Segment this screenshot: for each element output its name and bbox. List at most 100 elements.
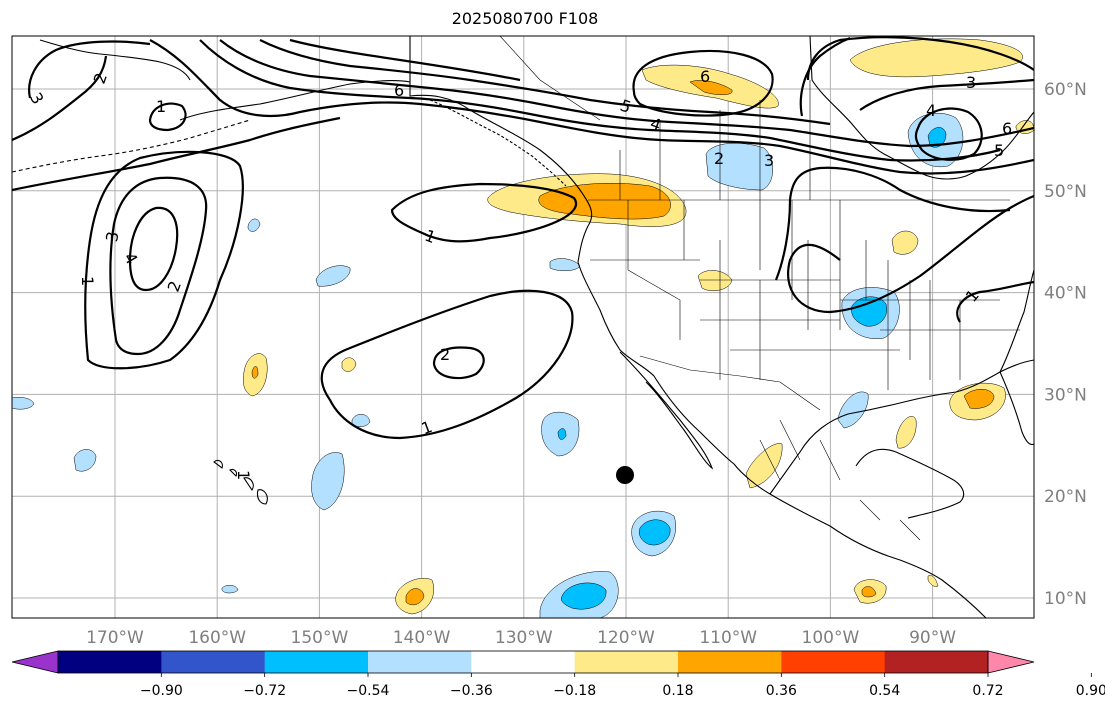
lon-label: 170°W [86,628,144,648]
contour-label-3a: 3 [764,151,774,170]
shade-pac5-deep [639,519,671,546]
contour-label-hawaii: 1 [234,470,253,480]
contour-label-6a: 6 [394,81,404,100]
shade-bc-orange [538,183,671,220]
shade-pac3-deep [557,428,567,440]
shade-pac1-orange [251,366,259,379]
contour-coast-1 [956,280,1034,323]
colorbar-tick-label: 0.18 [662,683,693,699]
shade-illinois-yellow [891,230,919,255]
lat-label: 10°N [1044,589,1087,609]
contour-label-4b: 4 [926,101,936,120]
lat-label-group: 10°N 20°N 30°N 40°N 50°N 60°N [1044,80,1087,609]
colorbar-tick-label: −0.90 [140,683,183,699]
coast-alaska-w [39,39,191,81]
shade-pac3-orange [405,588,425,606]
colorbar-bin [368,651,472,673]
shade-midwest-deep [851,296,888,327]
contour-hudson-b [799,36,851,117]
shade-pac-small-blue [221,585,239,594]
shade-se-orange [963,389,995,409]
coast-na-west [409,36,987,618]
lat-label: 60°N [1044,80,1087,100]
contour-se-1 [787,194,1034,314]
contour-label-2a: 2 [714,149,724,168]
lon-label: 100°W [802,628,860,648]
contour-jet-c [219,39,1034,148]
colorbar-bin [678,651,782,673]
contour-jet-a [149,39,1034,175]
lon-label: 150°W [291,628,349,648]
contour-mid [774,166,1011,281]
lon-label: 130°W [495,628,553,648]
contour-label-aleut: 1 [156,97,166,116]
colorbar-tick-label: −0.72 [243,683,286,699]
coastlines [12,36,1034,618]
hawaii [213,459,268,505]
colorbar-tick-label: 0.90 [1076,683,1105,699]
shade-pac6-deep [561,582,607,610]
contour-pac-2 [432,346,485,380]
contour-label-w3: 3 [102,230,122,243]
contour-aleut-1 [148,102,187,132]
coast-bc-islands [429,99,567,187]
shade-cent-am-yellow [927,575,939,587]
lat-label: 50°N [1044,182,1087,202]
contour-on-4 [914,107,983,161]
coast-yucatan [855,448,965,519]
colorbar-extend-min [11,650,59,674]
contour-jet-d [259,39,831,126]
contour-label-5b: 5 [994,141,1004,160]
contour-jet-e [289,38,521,82]
mexico-states [759,419,921,541]
contour-jet-3 [28,40,151,99]
black-dot-marker [616,466,634,484]
contour-label-6c: 6 [1002,119,1012,138]
contour-west-2 [109,176,208,356]
contour-west-3 [128,206,179,292]
map-title: 2025080700 F108 [451,9,599,28]
contour-label-pac-2: 2 [440,345,450,364]
coast-alaska-s [179,80,411,121]
colorbar-outline [57,650,989,674]
map-frame [11,35,1035,619]
contour-yukon-6 [632,49,774,117]
shade-pac1-blue [315,265,351,287]
contour-hudson-a [806,36,1034,81]
colorbar-extend-max [987,650,1035,674]
lon-label: 160°W [188,628,246,648]
canada-provinces [499,36,811,200]
colorbar-bin [161,651,266,673]
coast-baja [619,351,714,470]
shade-texas-blue [837,391,869,429]
colorbar: −0.90 −0.72 −0.54 −0.36 −0.18 0.18 0.36 0.54 0.7… [11,650,1105,699]
contour-gulf-ak-1 [12,116,341,192]
lon-label: 140°W [393,628,451,648]
shade-yukon-orange [689,80,733,95]
shade-aleut-blue [247,218,261,232]
lon-label: 120°W [597,628,655,648]
colorbar-bin [264,651,369,673]
colorbar-bin [781,651,886,673]
coast-florida [999,371,1034,446]
state-lines [590,200,1020,390]
lat-label: 40°N [1044,284,1087,304]
lon-label-group: 170°W 160°W 150°W 140°W 130°W 120°W 110°W 100°W… [86,628,956,648]
colorbar-bin [58,651,162,673]
colorbar-tick-label: 0.72 [972,683,1003,699]
contour-1-north [390,182,578,243]
contour-jet-2 [12,55,108,142]
shade-manitoba-blue [705,143,773,191]
shade-cal-blue [549,258,581,271]
contour-label-w1: 1 [78,276,97,286]
contour-label-6b: 6 [700,67,710,86]
colorbar-tick-label: −0.36 [450,683,493,699]
colorbar-tick-label: −0.18 [553,683,596,699]
colorbar-tick-label: 0.54 [869,683,900,699]
lon-label: 90°W [909,628,956,648]
colorbar-bin [884,651,989,673]
lat-label: 30°N [1044,385,1087,405]
lat-label: 20°N [1044,487,1087,507]
shade-ontario-deep [927,127,947,148]
shade-pac4-blue [311,452,345,511]
